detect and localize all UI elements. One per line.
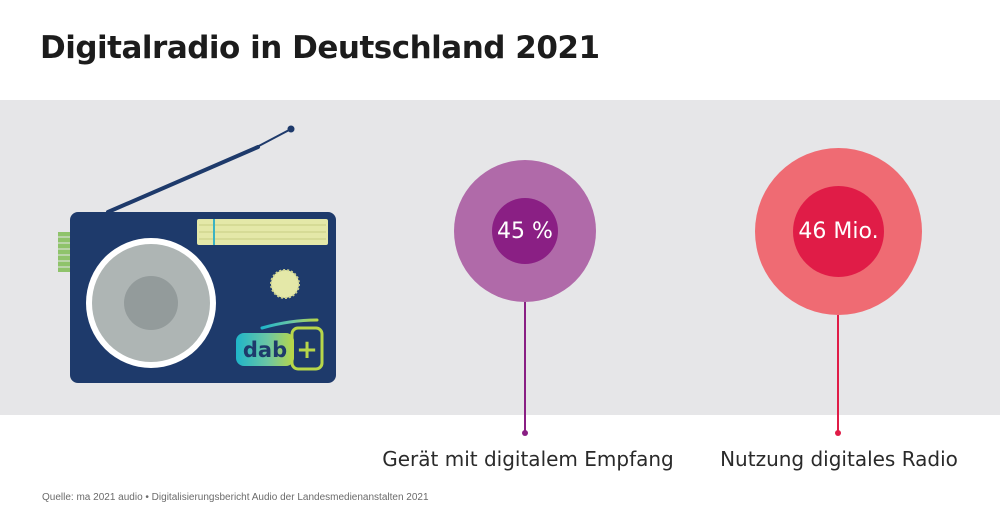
stat-label: Gerät mit digitalem Empfang xyxy=(382,447,674,471)
source-note: Quelle: ma 2021 audio • Digitalisierungs… xyxy=(42,492,429,503)
stat-value: 46 Mio. xyxy=(793,186,884,277)
stat-label: Nutzung digitales Radio xyxy=(720,447,958,471)
stat-connector-dot xyxy=(835,430,841,436)
page-title: Digitalradio in Deutschland 2021 xyxy=(40,30,600,66)
stat-connector-line xyxy=(524,302,526,432)
volume-knob-icon xyxy=(270,269,300,299)
tuner-display xyxy=(197,219,328,245)
speaker-icon xyxy=(86,238,216,368)
dab-logo-icon: dab + xyxy=(236,318,324,371)
dab-logo-plus: + xyxy=(296,335,318,365)
dab-logo-text: dab xyxy=(243,338,287,362)
stat-value: 45 % xyxy=(492,198,558,264)
stat-connector-line xyxy=(837,315,839,432)
side-knob-icon xyxy=(58,232,72,272)
stat-connector-dot xyxy=(522,430,528,436)
antenna-icon xyxy=(106,125,295,214)
